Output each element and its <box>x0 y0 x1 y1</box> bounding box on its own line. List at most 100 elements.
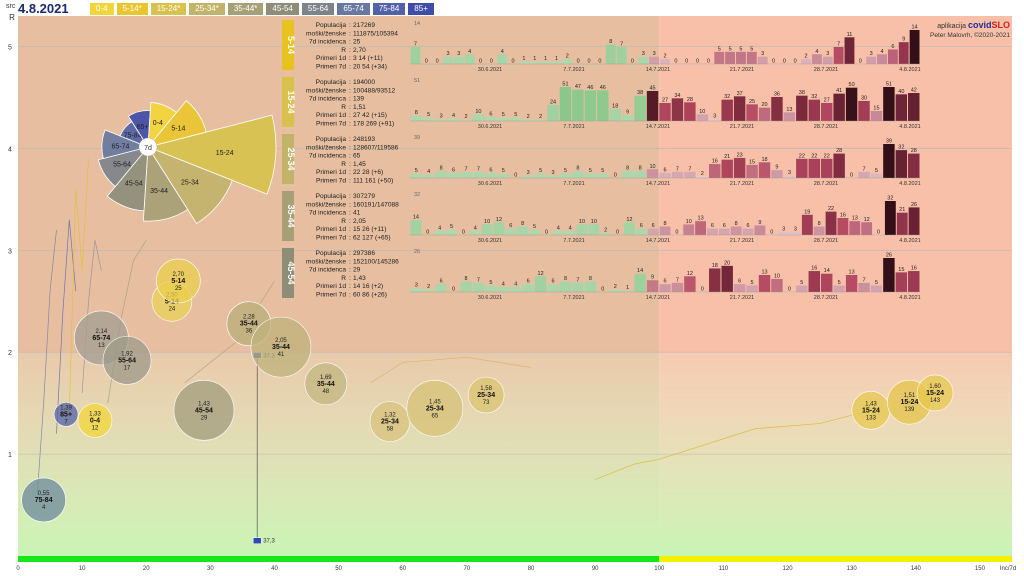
bar-value-2-6: 6 <box>489 167 492 173</box>
bar-2-12 <box>559 173 572 178</box>
bar-4-9 <box>522 284 534 292</box>
bar-1-16 <box>609 109 621 121</box>
bar-0-2 <box>432 64 443 65</box>
bar-value-2-4: 7 <box>464 166 467 172</box>
bar-2-18 <box>634 171 646 178</box>
bubble-r-label-8: 2,28 <box>243 315 255 321</box>
bottom-bar-yellow <box>659 556 1012 562</box>
date-tick-4-3: 21.7.2021 <box>730 295 754 301</box>
bar-0-13 <box>551 61 562 64</box>
stat-label-1-2: 7d incidenca <box>309 96 346 103</box>
bar-4-8 <box>510 286 522 292</box>
stat-label-2-0: Populacija <box>316 136 347 143</box>
bar-value-2-28: 18 <box>761 157 767 163</box>
panel-4: 45-54Populacija:297386moški/ženske:15210… <box>282 248 921 301</box>
bar-2-17 <box>621 171 634 178</box>
bar-0-16 <box>584 64 594 65</box>
bubble-0 <box>21 477 66 523</box>
date-tick-2-1: 7.7.2021 <box>563 181 584 187</box>
date-tick-1-3: 21.7.2021 <box>730 124 754 130</box>
stat-value-4-4: 14 16 (+2) <box>353 283 383 290</box>
stat-label-0-2: 7d incidenca <box>309 39 346 46</box>
bar-value-1-5: 10 <box>475 109 481 115</box>
bar-value-2-31: 22 <box>799 153 805 159</box>
legend-tag-7: 65-74 <box>337 3 370 15</box>
bar-value-1-29: 36 <box>774 92 780 98</box>
bar-value-3-23: 10 <box>686 219 692 225</box>
bar-3-19 <box>635 228 647 235</box>
bar-value-3-27: 8 <box>735 221 738 227</box>
bar-value-1-34: 41 <box>836 88 842 94</box>
bar-value-3-21: 8 <box>663 221 666 227</box>
bar-value-3-31: 3 <box>782 226 785 232</box>
bar-0-15 <box>573 64 584 65</box>
rose-slice-0 <box>146 114 277 195</box>
bar-3-3 <box>446 229 457 235</box>
bar-3-20 <box>647 228 659 235</box>
x-tick-12: 120 <box>783 566 794 572</box>
bar-4-25 <box>721 265 733 292</box>
stat-label-2-4: Primeri 1d <box>316 169 346 176</box>
bar-4-11 <box>547 284 559 292</box>
bubble-9 <box>250 316 312 378</box>
bar-3-27 <box>730 226 742 235</box>
stat-value-4-0: 297386 <box>353 250 375 257</box>
stat-colon-2-1: : <box>349 144 351 151</box>
x-tick-3: 30 <box>207 566 214 572</box>
bubble-7 <box>173 380 235 441</box>
date-tick-1-2: 14.7.2021 <box>646 124 670 130</box>
stat-colon-4-3: : <box>349 275 351 282</box>
bar-3-13 <box>564 230 576 235</box>
bar-3-15 <box>588 224 600 235</box>
bubble-r-label-14: 1,43 <box>865 401 877 407</box>
bar-2-1 <box>422 174 435 178</box>
bar-4-32 <box>808 271 820 292</box>
date-tick-4-4: 28.7.2021 <box>814 295 838 301</box>
bar-4-5 <box>472 282 485 292</box>
x-tick-13: 130 <box>847 566 858 572</box>
bubble-r-label-13: 1,58 <box>480 386 492 392</box>
bubble-r-label-3: 2,14 <box>96 329 108 335</box>
bar-value-2-33: 22 <box>824 153 830 159</box>
bar-0-14 <box>562 59 573 64</box>
x-tick-9: 90 <box>592 566 599 572</box>
bar-value-2-26: 23 <box>737 152 743 158</box>
bar-value-0-0: 7 <box>414 42 417 48</box>
bubble-value-label-1: 7 <box>64 419 68 425</box>
bar-value-0-37: 4 <box>815 49 818 55</box>
bar-value-4-20: 6 <box>663 279 666 285</box>
bar-value-1-22: 28 <box>687 97 693 103</box>
legend-tag-6: 55-64 <box>301 3 335 15</box>
bar-value-2-30: 3 <box>788 170 791 176</box>
bar-value-2-34: 28 <box>836 148 842 154</box>
bar-2-11 <box>547 175 559 178</box>
bar-0-46 <box>909 30 920 64</box>
rose-label-9: 5-14 <box>171 126 185 133</box>
panel-title-3: 35-44 <box>286 204 296 227</box>
bar-value-3-19: 6 <box>640 223 643 229</box>
stat-label-3-5: Primeri 7d <box>316 235 346 242</box>
bar-value-3-42: 26 <box>911 202 917 208</box>
bar-value-0-29: 5 <box>729 46 732 52</box>
bar-3-23 <box>683 224 695 235</box>
bar-2-19 <box>646 169 659 178</box>
bar-1-17 <box>621 115 634 121</box>
bar-2-22 <box>684 171 696 178</box>
bubble-value-label-4: 17 <box>124 365 131 371</box>
bar-3-14 <box>576 224 588 235</box>
stat-colon-2-4: : <box>349 169 351 176</box>
bar-value-0-8: 4 <box>501 49 504 55</box>
bar-value-3-37: 13 <box>852 216 858 222</box>
stat-colon-3-4: : <box>349 226 351 233</box>
bar-value-1-16: 18 <box>612 104 618 110</box>
bubble-value-label-15: 139 <box>904 407 915 413</box>
bar-4-16 <box>609 289 621 292</box>
rose-label-4: 55-64 <box>113 161 131 168</box>
bar-value-2-18: 8 <box>639 166 642 172</box>
stat-value-1-1: 100488/93512 <box>353 87 396 94</box>
bar-value-3-39: 0 <box>877 230 880 236</box>
bar-value-3-13: 4 <box>569 225 572 231</box>
bar-value-0-39: 7 <box>837 42 840 48</box>
legend-tag-1: 5-14* <box>116 3 148 15</box>
stat-colon-1-5: : <box>349 121 351 128</box>
